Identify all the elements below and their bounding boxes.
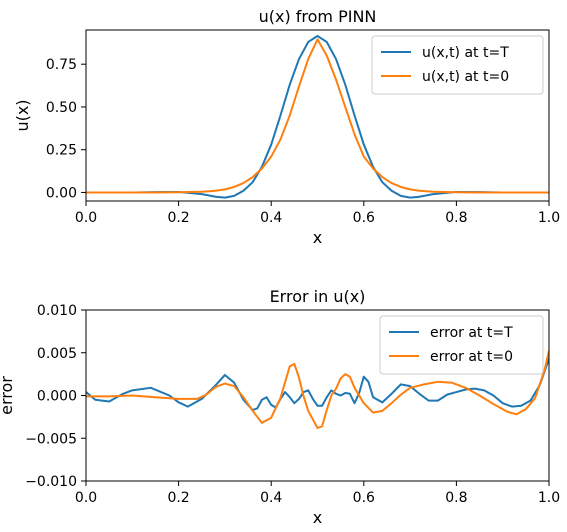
chart1-xtick-label: 0.0 (75, 210, 97, 226)
chart2-ytick-label: −0.005 (25, 431, 77, 447)
chart1-ytick-label: 0.75 (46, 57, 77, 73)
chart1-series-line-1 (86, 34, 549, 199)
chart2-ytick-label: 0.010 (37, 303, 77, 319)
chart2-ytick-label: −0.010 (25, 474, 77, 490)
chart2-title: Error in u(x) (270, 287, 366, 306)
chart1-xtick-label: 0.2 (167, 210, 189, 226)
chart2-xtick-label: 0.6 (353, 490, 375, 506)
chart1-ytick-label: 0.00 (46, 185, 77, 201)
chart2-legend-label-1: error at t=T (430, 325, 513, 341)
chart1-xtick-label: 0.6 (353, 210, 375, 226)
chart1-group: u(x) from PINN 0.0 0.2 0.4 0.6 0.8 1.0 0.00 0.25… (13, 7, 560, 247)
chart2-series-line-1 (86, 357, 549, 412)
chart1-series-line-2 (86, 38, 549, 194)
chart1-xtick-label: 0.8 (445, 210, 467, 226)
chart1-ytick-label: 0.50 (46, 100, 77, 116)
chart1-x-axis-label: x (313, 228, 322, 247)
chart2-xtick-label: 1.0 (538, 490, 560, 506)
chart2-y-axis-label: error (0, 376, 16, 415)
chart2-xtick-label: 0.8 (445, 490, 467, 506)
chart2-legend: error at t=T error at t=0 (379, 315, 544, 375)
chart1-legend: u(x,t) at t=T u(x,t) at t=0 (371, 35, 544, 95)
chart2-series-line-2 (86, 349, 549, 429)
chart2-ytick-label: 0.005 (37, 346, 77, 362)
chart1-title: u(x) from PINN (259, 7, 377, 26)
chart1-legend-box (371, 35, 544, 95)
chart2-group: Error in u(x) 0.0 0.2 0.4 0.6 0.8 1.0 −0.010 −0.… (0, 287, 560, 527)
chart1-axes-frame (85, 29, 550, 202)
chart1-xtick-label: 0.4 (260, 210, 282, 226)
chart2-xtick-label: 0.0 (75, 490, 97, 506)
chart2-ytick-label: 0.000 (37, 389, 77, 405)
chart2-xtick-label: 0.4 (260, 490, 282, 506)
chart1-y-axis-label: u(x) (13, 99, 32, 131)
chart2-x-axis-label: x (313, 508, 322, 527)
chart1-legend-label-2: u(x,t) at t=0 (422, 69, 509, 85)
chart1-ytick-label: 0.25 (46, 143, 77, 159)
chart2-xtick-label: 0.2 (167, 490, 189, 506)
chart1-legend-label-1: u(x,t) at t=T (422, 45, 509, 61)
chart1-xtick-label: 1.0 (538, 210, 560, 226)
chart2-legend-box (379, 315, 544, 375)
chart2-legend-label-2: error at t=0 (430, 349, 513, 365)
